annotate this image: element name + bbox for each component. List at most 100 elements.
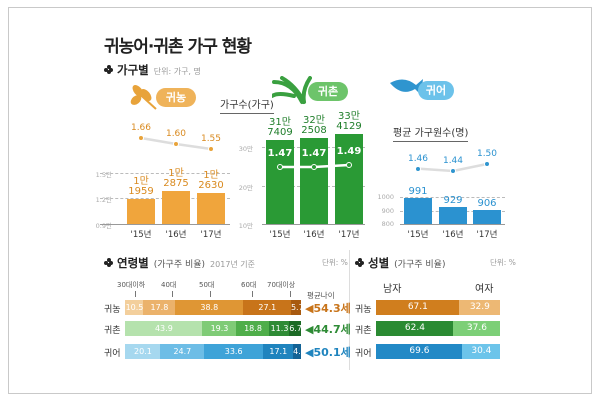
fish-pill: 귀어 xyxy=(418,81,454,100)
tick-mark xyxy=(172,291,173,297)
x-tick-label: '17년 xyxy=(200,230,222,240)
age-group-label: 40대 xyxy=(161,281,177,289)
bar-segment: 27.1 xyxy=(243,300,292,315)
x-tick-label: '17년 xyxy=(476,230,498,240)
gridline xyxy=(100,173,230,174)
line-value-label: 1.66 xyxy=(130,123,152,133)
bar-value-label: 1만 2875 xyxy=(163,168,189,190)
age-group-label: 70대이상 xyxy=(267,281,296,289)
gridline xyxy=(400,197,505,198)
bar-segment: 62.4 xyxy=(376,321,454,336)
tick-mark xyxy=(135,291,136,297)
bar-value-label: 1만 1959 xyxy=(128,175,154,197)
bar xyxy=(473,209,501,224)
age-section-header: 연령별 (가구주 비율) 2017년 기준 xyxy=(104,255,255,271)
x-tick-label: '17년 xyxy=(338,230,360,240)
avg-members-caption: 평균 가구원수(명) xyxy=(393,124,469,142)
y-tick-label: 20만 xyxy=(238,184,253,192)
y-tick-label: 30만 xyxy=(238,145,253,153)
age-group-label: 30대이하 xyxy=(117,281,146,289)
age-unit: 단위: % xyxy=(322,258,348,267)
x-tick-label: '15년 xyxy=(407,230,429,240)
bar-value-label: 33만 4129 xyxy=(336,110,362,132)
bar-segment: 69.6 xyxy=(376,344,463,359)
bar xyxy=(404,198,432,224)
rural-pill: 귀촌 xyxy=(308,82,348,101)
line-point xyxy=(450,168,456,174)
bar xyxy=(197,193,225,224)
female-label: 여자 xyxy=(475,284,494,295)
line-value-label: 1.44 xyxy=(442,156,464,166)
x-tick-label: '15년 xyxy=(130,230,152,240)
section-label: 연령별 xyxy=(117,256,149,270)
section-sub: (가구주 비율) xyxy=(153,260,206,270)
bar-segment: 19.3 xyxy=(202,321,237,336)
farm-pill: 귀농 xyxy=(156,88,196,107)
line-value-label: 1.50 xyxy=(476,149,498,159)
line-value-label: 1.47 xyxy=(267,148,293,159)
page-title: 귀농어·귀촌 가구 현황 xyxy=(104,37,252,57)
line-point xyxy=(484,161,490,167)
gridline xyxy=(262,224,365,225)
bar-segment: 18.8 xyxy=(236,321,270,336)
y-tick-label: 1.2만 xyxy=(95,196,112,204)
divider xyxy=(349,250,350,370)
line-value-label: 1.46 xyxy=(407,153,429,164)
bar xyxy=(162,191,190,224)
y-tick-label: 0.9만 xyxy=(95,222,112,230)
y-tick-label: 1.5만 xyxy=(95,171,112,179)
basis-label: 2017년 기준 xyxy=(210,260,256,269)
avg-age-value: ◀50.1세 xyxy=(305,346,351,359)
avg-age-value: ◀54.3세 xyxy=(305,302,351,315)
avg-age-value: ◀44.7세 xyxy=(305,323,351,336)
household-section-header: 가구별 단위: 가구, 명 xyxy=(104,62,201,78)
y-tick-label: 800 xyxy=(381,220,394,228)
line-point xyxy=(415,165,421,172)
bar xyxy=(300,138,328,224)
bar xyxy=(439,206,467,224)
bar-segment: 37.6 xyxy=(453,321,501,336)
section-label: 성별 xyxy=(368,256,390,270)
line-point xyxy=(173,141,179,147)
age-group-label: 50대 xyxy=(199,281,215,289)
clover-icon xyxy=(355,258,364,267)
x-tick-label: '16년 xyxy=(442,230,464,240)
bar-segment: 5.7 xyxy=(290,300,302,315)
bar-value-label: 32만 2508 xyxy=(301,115,327,137)
bar-segment: 67.1 xyxy=(376,300,460,315)
bar-segment: 30.4 xyxy=(462,344,501,359)
row-label: 귀어 xyxy=(355,349,372,359)
bar-segment: 24.7 xyxy=(160,344,205,359)
row-label: 귀촌 xyxy=(355,326,372,336)
section-sub: (가구주 비율) xyxy=(394,260,446,270)
bar-segment: 32.9 xyxy=(459,300,501,315)
gender-section-header: 성별 (가구주 비율) xyxy=(355,255,445,271)
tick-mark xyxy=(290,291,291,297)
tick-mark xyxy=(210,291,211,297)
y-tick-label: 1000 xyxy=(377,193,394,201)
gender-unit: 단위: % xyxy=(490,258,516,267)
line-value-label: 1.47 xyxy=(301,148,327,159)
bar-segment: 33.6 xyxy=(203,344,264,359)
x-tick-label: '16년 xyxy=(303,230,325,240)
male-label: 남자 xyxy=(383,284,402,295)
bar-value-label: 929 xyxy=(443,194,463,206)
bar-segment: 43.9 xyxy=(125,321,203,336)
line-value-label: 1.60 xyxy=(165,129,187,139)
households-caption: 가구수(가구) xyxy=(220,96,274,114)
bar-segment: 17.1 xyxy=(262,344,294,359)
x-tick-label: '15년 xyxy=(269,230,291,240)
row-label: 귀농 xyxy=(104,305,121,315)
bar-segment: 38.8 xyxy=(174,300,244,315)
section-label: 가구별 xyxy=(117,63,149,77)
row-label: 귀촌 xyxy=(104,326,121,336)
row-label: 귀농 xyxy=(355,305,372,315)
row-label: 귀어 xyxy=(104,349,121,359)
unit-label: 단위: 가구, 명 xyxy=(153,67,201,76)
line-point xyxy=(346,162,352,168)
line-value-label: 1.49 xyxy=(336,146,362,157)
y-tick-label: 10만 xyxy=(238,222,253,230)
bar-segment: 6.7 xyxy=(289,321,302,336)
line-point xyxy=(277,164,283,170)
avg-age-label: 평균나이 xyxy=(307,291,335,300)
